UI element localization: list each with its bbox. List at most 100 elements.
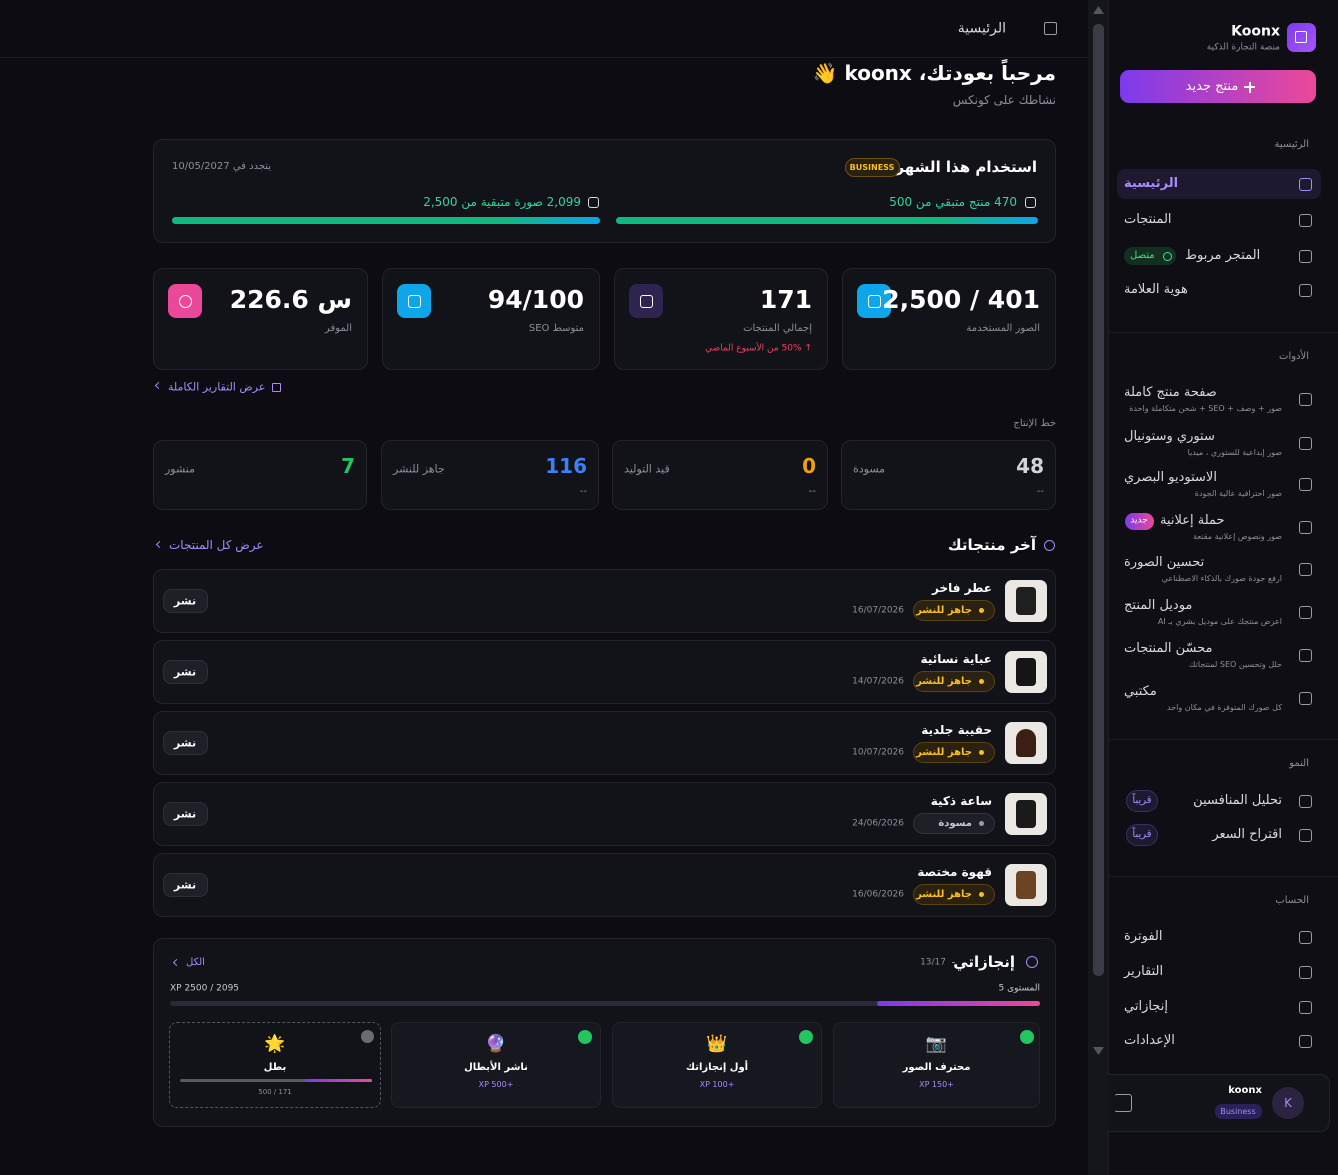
badge-progress-label: 500 / 171 — [258, 1087, 292, 1096]
publish-button[interactable] — [163, 660, 208, 684]
plan-chip — [845, 158, 900, 177]
new-badge — [1125, 513, 1154, 530]
stat-label: الصور المستخدمة — [966, 323, 1040, 334]
new-product-label[interactable]: منتج جديد — [1185, 79, 1239, 95]
section-title: الأدوات — [1279, 351, 1309, 362]
product-name: حقيبة جلدية — [921, 722, 992, 737]
publish-button[interactable] — [163, 802, 208, 826]
publish-button[interactable] — [163, 873, 208, 897]
page-title: الرئيسية — [957, 20, 1006, 37]
nav-desc: صور احترافية عالية الجودة — [1194, 489, 1282, 499]
nav-label[interactable]: هوية العلامة — [1124, 282, 1188, 298]
soon-badge — [1126, 790, 1158, 812]
stat-value: 226.6 س — [229, 285, 352, 314]
publish-label[interactable]: نشر — [173, 594, 197, 608]
nav-label[interactable]: اقتراح السعر — [1212, 827, 1282, 843]
brand-tagline: منصة التجارة الذكية — [1206, 42, 1280, 53]
section-title: النمو — [1289, 758, 1309, 769]
product-thumb-shape — [1016, 800, 1036, 828]
stat-icon — [857, 284, 891, 318]
status-dot — [979, 679, 984, 684]
nav-label[interactable]: الإعدادات — [1124, 1033, 1175, 1049]
icon — [1298, 392, 1312, 406]
status-pill — [913, 813, 995, 834]
nav-label[interactable]: إنجازاتي — [1124, 999, 1168, 1015]
nav-desc: حلل وتحسين SEO لمنتجاتك — [1188, 660, 1282, 670]
divider — [1108, 739, 1338, 740]
nav-label[interactable]: صفحة منتج كاملة — [1124, 385, 1217, 401]
card — [612, 440, 828, 510]
xp-track — [170, 1001, 1040, 1006]
badge-icon: 🔮 — [485, 1033, 507, 1054]
icon — [1298, 520, 1312, 534]
publish-label[interactable]: نشر — [173, 736, 197, 750]
badge-name: محترف الصور — [902, 1062, 971, 1073]
badge-name: ناشر الأبطال — [464, 1062, 528, 1073]
avatar — [1272, 1087, 1304, 1119]
product-name: عباية نسائية — [920, 651, 992, 666]
stage-label: جاهز للنشر — [393, 462, 445, 476]
icon — [1298, 1034, 1312, 1048]
badge-name: بطل — [263, 1062, 287, 1073]
icon — [1298, 965, 1312, 979]
nav-label[interactable]: موديل المنتج — [1124, 598, 1193, 614]
badge-progress-track — [180, 1079, 372, 1082]
nav-label[interactable]: حملة إعلانية — [1160, 513, 1225, 529]
divider — [1108, 332, 1338, 333]
publish-label[interactable]: نشر — [173, 878, 197, 892]
card — [153, 853, 1056, 917]
nav-label[interactable]: الاستوديو البصري — [1124, 470, 1217, 486]
achievements-count: 13/17 — [920, 957, 946, 968]
soon-badge — [1126, 824, 1158, 846]
product-thumb-shape — [1016, 729, 1036, 757]
status-label: جاهز للنشر — [916, 889, 972, 900]
product-date: 24/06/2026 — [852, 818, 904, 829]
publish-label[interactable]: نشر — [173, 807, 197, 821]
nav-desc: صور + وصف + SEO + شحن متكاملة واحدة — [1129, 404, 1282, 414]
nav-label[interactable]: المنتجات — [1124, 212, 1172, 228]
products-title: آخر منتجاتك — [947, 536, 1036, 554]
check-icon — [1020, 1030, 1034, 1044]
stage-sub: -- — [579, 486, 587, 497]
icon — [1298, 794, 1312, 808]
scroll-down — [1093, 1047, 1104, 1055]
icon — [1026, 956, 1038, 968]
reports-link[interactable]: عرض التقارير الكاملة — [168, 380, 266, 394]
nav-label[interactable]: المتجر مربوط — [1185, 248, 1261, 264]
publish-button[interactable] — [163, 589, 208, 613]
connected-badge — [1124, 247, 1176, 265]
section-title: الرئيسية — [1274, 139, 1309, 150]
publish-button[interactable] — [163, 731, 208, 755]
images-remaining: 2,099 صورة متبقية من 2,500 — [423, 194, 581, 209]
achievements-link[interactable]: الكل — [186, 957, 205, 968]
card — [153, 640, 1056, 704]
nav-label[interactable]: تحسين الصورة — [1124, 555, 1205, 571]
stage-label: قيد التوليد — [624, 462, 670, 476]
product-thumb-shape — [1016, 587, 1036, 615]
card — [153, 782, 1056, 846]
stat-label: الموفر — [324, 323, 352, 334]
nav-label[interactable]: مكتبي — [1124, 684, 1157, 700]
stat-icon — [629, 284, 663, 318]
status-label: مسودة — [938, 818, 972, 829]
nav-label[interactable]: محسّن المنتجات — [1124, 641, 1213, 657]
nav-label[interactable]: التقارير — [1124, 964, 1164, 980]
welcome-subtitle: نشاطك على كونكس — [952, 92, 1056, 107]
nav-desc: اعرض منتجك على موديل بشري بـ AI — [1157, 617, 1282, 627]
all-products-link[interactable]: عرض كل المنتجات — [169, 537, 264, 552]
icon — [1043, 539, 1055, 551]
panel-toggle[interactable] — [1044, 22, 1057, 35]
stat-value: 2,500 / 401 — [882, 285, 1040, 314]
nav-label[interactable]: الرئيسية — [1124, 176, 1179, 192]
badge-card — [169, 1022, 381, 1108]
nav-label[interactable]: الفوترة — [1124, 929, 1163, 945]
nav-label[interactable]: تحليل المنافسين — [1193, 793, 1282, 809]
new-badge-label: جديد — [1130, 515, 1148, 526]
nav-label[interactable]: ستوري وستونيال — [1124, 429, 1215, 445]
publish-label[interactable]: نشر — [173, 665, 197, 679]
status-pill — [913, 671, 995, 692]
logout-button[interactable] — [1114, 1094, 1132, 1112]
new-product-button[interactable] — [1120, 70, 1316, 103]
icon — [1024, 196, 1036, 208]
pipeline-title: خط الإنتاج — [1013, 418, 1056, 429]
